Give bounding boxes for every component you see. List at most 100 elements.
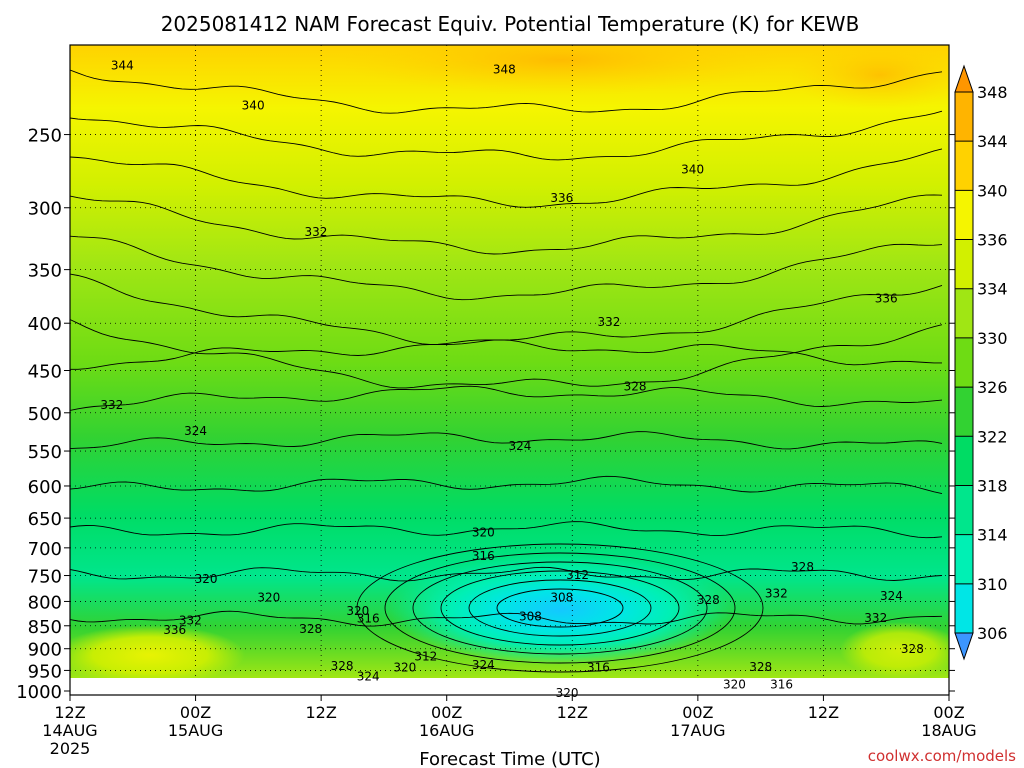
colorbar-label: 336 [977, 231, 1008, 250]
colorbar-label: 334 [977, 280, 1008, 299]
colorbar-label: 344 [977, 132, 1008, 151]
colorbar-segment [955, 92, 973, 142]
colorbar-label: 348 [977, 83, 1008, 102]
contour-label: 340 [242, 99, 265, 113]
contour-line [70, 475, 943, 495]
colorbar-segment [955, 190, 973, 240]
colorbar-over-arrow [954, 64, 974, 93]
contour-label: 348 [493, 62, 516, 76]
contour-label: 332 [100, 398, 123, 412]
contour-label: 340 [681, 162, 704, 176]
contour-line [70, 148, 943, 208]
x-tick-label: 00Z [431, 703, 462, 722]
gridlines [70, 45, 949, 678]
x-tick-date: 14AUG [42, 721, 97, 740]
contour-line [70, 194, 943, 255]
x-tick-date: 16AUG [419, 721, 474, 740]
x-tick-label: 00Z [682, 703, 713, 722]
y-tick-label: 450 [28, 361, 62, 382]
contour-label: 328 [749, 660, 772, 674]
contour-label: 336 [550, 191, 573, 205]
x-axis-label: Forecast Time (UTC) [419, 749, 600, 768]
colorbar-segment [955, 288, 973, 338]
x-tick-label: 12Z [305, 703, 336, 722]
y-tick-label: 850 [28, 617, 62, 638]
contour-label: 320 [393, 661, 416, 675]
contour-label: 320 [723, 678, 746, 692]
colorbar-segment [955, 485, 973, 535]
contour-label: 324 [184, 424, 207, 438]
y-axis: 2503003504004505005506006507007508008509… [16, 126, 955, 703]
contour-line [70, 69, 943, 114]
contour-label: 316 [357, 612, 380, 626]
contour-label: 320 [472, 525, 495, 539]
contour-line [70, 610, 943, 627]
colorbar-label: 314 [977, 526, 1008, 545]
contour-plot-area [70, 45, 949, 678]
contour-label: 316 [472, 549, 495, 563]
x-tick-year: 2025 [50, 739, 91, 758]
colorbar-label: 322 [977, 427, 1008, 446]
contour-label: 344 [111, 59, 134, 73]
y-tick-label: 600 [28, 477, 62, 498]
chart-title: 2025081412 NAM Forecast Equiv. Potential… [161, 12, 860, 36]
y-tick-label: 800 [28, 592, 62, 613]
colorbar-under-arrow [954, 632, 974, 661]
y-tick-label: 750 [28, 567, 62, 588]
colorbar-label: 330 [977, 329, 1008, 348]
colorbar-segment [955, 583, 973, 633]
contour-label: 324 [880, 589, 903, 603]
y-tick-label: 650 [28, 509, 62, 530]
warm-low-level-east [840, 622, 949, 678]
colorbar-segment [955, 387, 973, 437]
contour-line [412, 561, 708, 655]
contour-line [70, 566, 943, 582]
y-tick-label: 900 [28, 640, 62, 661]
contour-label: 320 [195, 572, 218, 586]
y-tick-label: 300 [28, 199, 62, 220]
contour-label: 332 [304, 225, 327, 239]
contour-line [70, 235, 943, 301]
y-tick-label: 500 [28, 404, 62, 425]
contour-label: 332 [765, 586, 788, 600]
contour-label: 316 [587, 661, 610, 675]
y-tick-label: 250 [28, 126, 62, 147]
contour-label: 316 [770, 678, 793, 692]
contour-line [384, 552, 736, 664]
y-tick-label: 550 [28, 442, 62, 463]
contour-lines [70, 69, 943, 673]
colorbar-label: 326 [977, 378, 1008, 397]
contour-line [70, 431, 943, 450]
contour-label: 332 [179, 614, 202, 628]
colorbar-label: 310 [977, 575, 1008, 594]
contour-label: 320 [257, 590, 280, 604]
colorbar-label: 340 [977, 181, 1008, 200]
x-tick-label: 12Z [54, 703, 85, 722]
contour-label: 328 [624, 379, 647, 393]
x-tick-label: 00Z [180, 703, 211, 722]
warm-low-level-west [70, 625, 245, 678]
x-tick-date: 18AUG [921, 721, 976, 740]
colorbar-segment [955, 534, 973, 584]
colorbar: 306 310 314 318 322 326 330 334 336 340 344 348 [954, 64, 1008, 661]
credit-link[interactable]: coolwx.com/models [868, 747, 1016, 765]
contour-line [440, 570, 680, 646]
contour-label: 308 [519, 610, 542, 624]
contour-label: 324 [357, 669, 380, 683]
y-tick-label: 400 [28, 314, 62, 335]
contour-label: 328 [299, 622, 322, 636]
contour-label: 328 [697, 593, 720, 607]
contour-label: 324 [509, 439, 532, 453]
contour-label: 312 [414, 649, 437, 663]
contour-label: 328 [901, 642, 924, 656]
x-tick-date: 15AUG [168, 721, 223, 740]
x-tick-label: 12Z [557, 703, 588, 722]
contour-line [70, 521, 943, 539]
x-tick-date: 17AUG [670, 721, 725, 740]
colorbar-segment [955, 337, 973, 388]
y-tick-label: 350 [28, 261, 62, 282]
contour-line [70, 339, 942, 370]
contour-label: 308 [550, 590, 573, 604]
contour-label: 336 [875, 291, 898, 305]
